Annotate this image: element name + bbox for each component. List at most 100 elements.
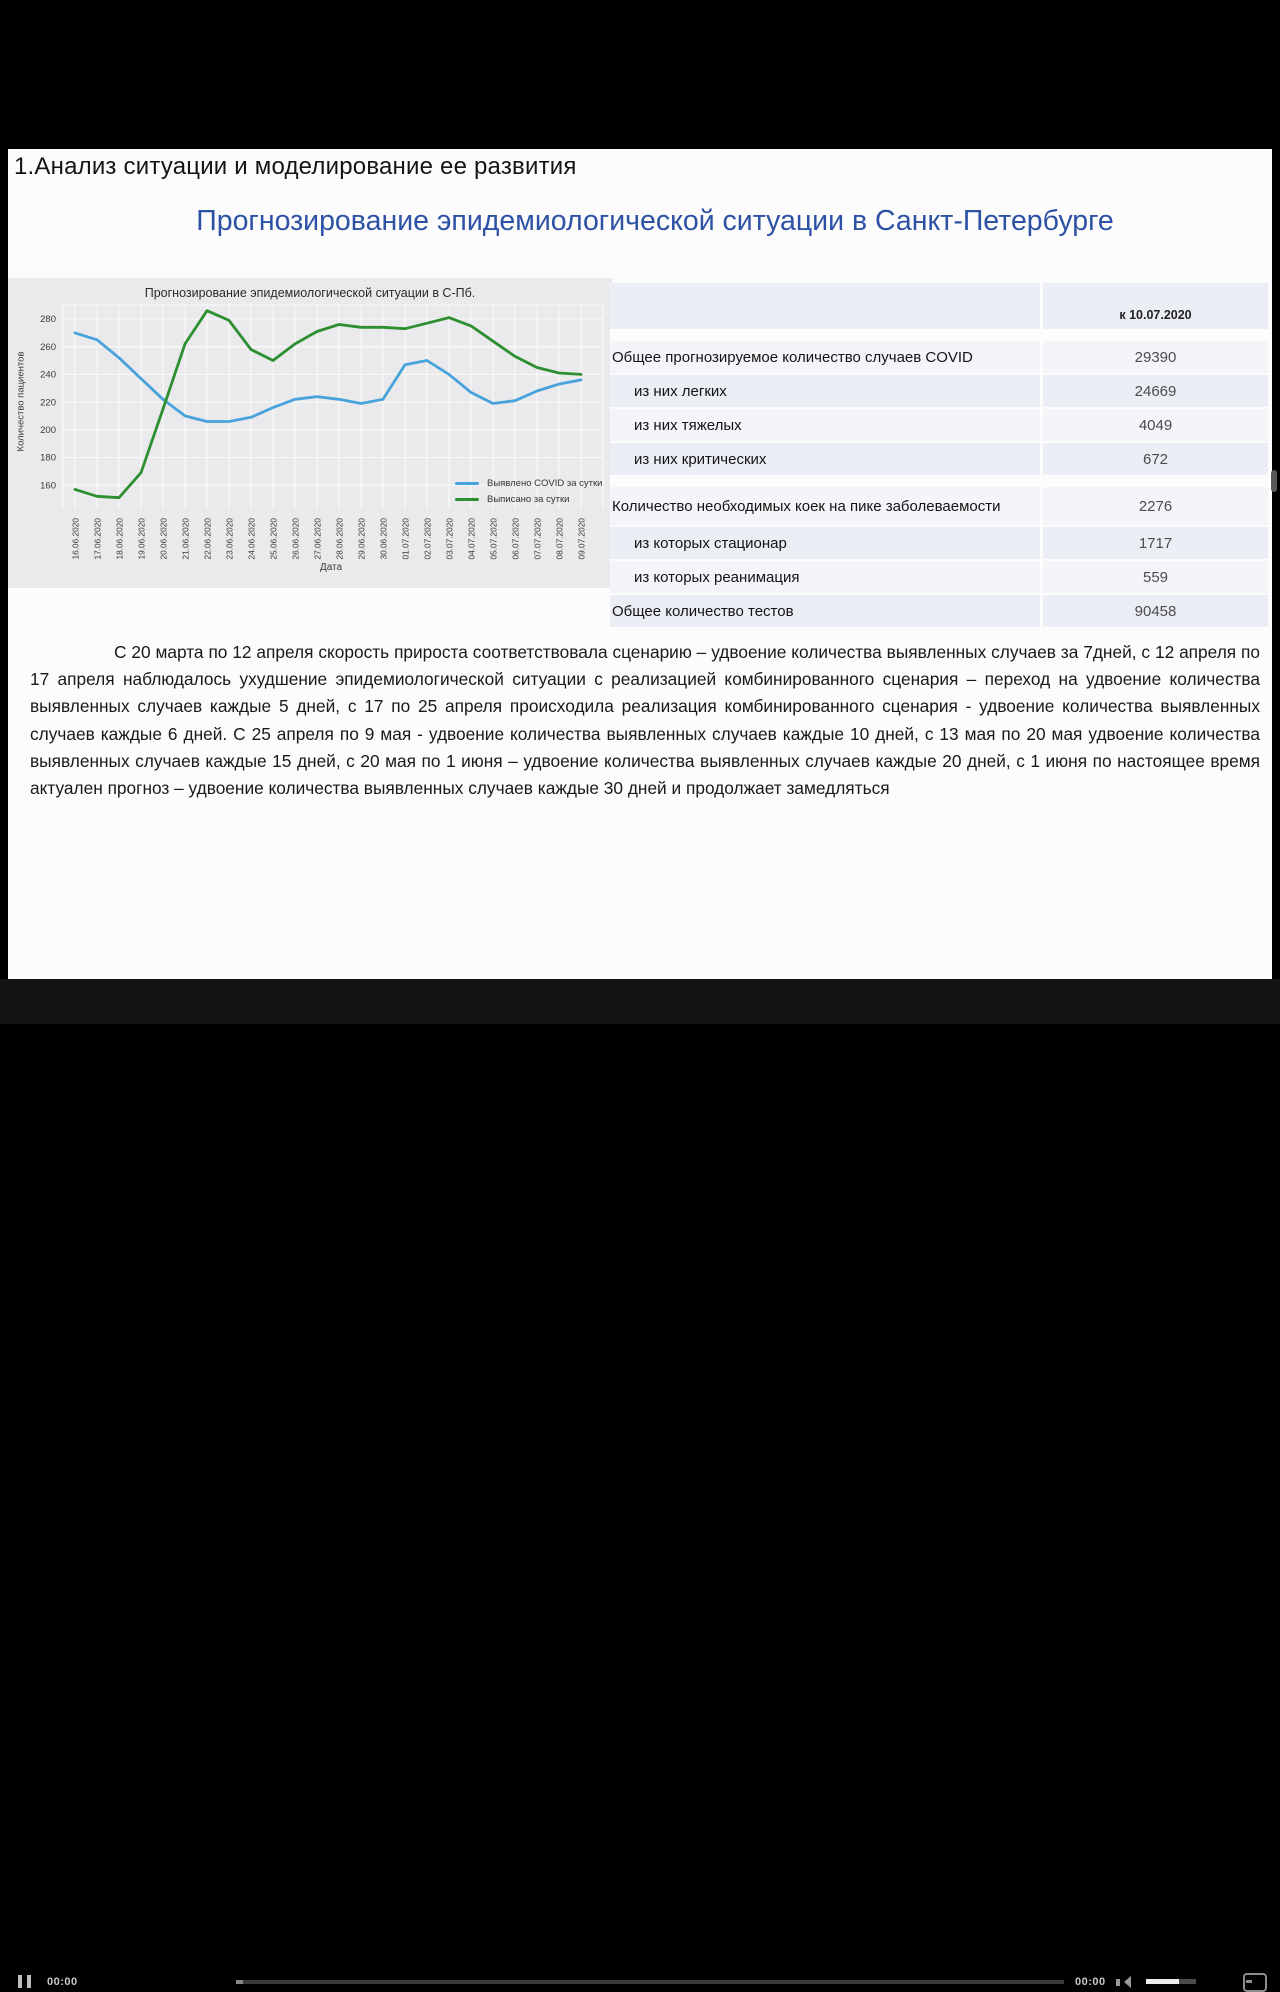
column-divider [1040, 341, 1043, 373]
chart-y-axis-label: Количество пациентов [15, 351, 27, 452]
row-label: из них тяжелых [634, 416, 742, 434]
y-tick-label: 240 [40, 370, 56, 381]
legend-label: Выписано за сутки [487, 494, 570, 505]
row-value: 24669 [1134, 382, 1177, 400]
table-row: Общее прогнозируемое количество случаев … [610, 341, 1268, 373]
row-label: Количество необходимых коек на пике забо… [612, 497, 1001, 515]
x-tick-label: 24.06.2020 [247, 518, 257, 560]
row-value: 672 [1142, 450, 1169, 468]
video-display-area[interactable]: 1.Анализ ситуации и моделирование ее раз… [8, 149, 1272, 979]
series-line [73, 309, 583, 500]
x-tick-label: 01.07.2020 [401, 518, 411, 560]
volume-level [1146, 1979, 1179, 1984]
volume-slider[interactable] [1146, 1979, 1196, 1984]
chart-x-axis-label: Дата [319, 562, 343, 573]
chart-plot-area: 16.06.2020 17.06.2020 18.06.2020 19.06.2020… [40, 304, 604, 560]
column-divider [1040, 595, 1043, 627]
legend-line-swatch [455, 481, 479, 486]
x-tick-label: 27.06.2020 [313, 518, 323, 560]
slide-heading: 1.Анализ ситуации и моделирование ее раз… [14, 153, 577, 180]
table-row: из них критических 672 [610, 443, 1268, 475]
speaker-cone [1118, 1976, 1131, 1988]
row-label: из которых реанимация [634, 568, 800, 586]
speaker-icon[interactable] [1116, 1976, 1131, 1988]
x-tick-label: 05.07.2020 [489, 518, 499, 560]
x-tick-label: 04.07.2020 [467, 518, 477, 560]
remaining-time: 00:00 [1075, 1976, 1106, 1988]
epidemic-forecast-chart: 16.06.2020 17.06.2020 18.06.2020 19.06.2020… [8, 278, 612, 588]
y-tick-label: 220 [40, 397, 56, 408]
legend-item: Выписано за сутки [455, 494, 602, 505]
table-header-empty-cell [610, 283, 1040, 329]
row-label: из них критических [634, 450, 767, 468]
pip-inner-shape [1246, 1980, 1252, 1983]
table-row: Общее количество тестов 90458 [610, 595, 1268, 627]
seek-bar[interactable] [236, 1980, 1064, 1984]
x-tick-label: 02.07.2020 [423, 518, 433, 560]
x-tick-label: 19.06.2020 [137, 518, 147, 560]
slide-title: Прогнозирование эпидемиологической ситуа… [196, 205, 1114, 237]
row-value: 559 [1142, 568, 1169, 586]
column-divider [1040, 487, 1043, 525]
forecast-table: к 10.07.2020 Общее прогнозируемое количе… [610, 283, 1268, 627]
x-tick-label: 07.07.2020 [533, 518, 543, 560]
legend-label: Выявлено COVID за сутки [487, 478, 603, 489]
table-header-date: к 10.07.2020 [1119, 308, 1192, 322]
y-tick-label: 180 [40, 453, 56, 464]
table-row: Количество необходимых коек на пике забо… [610, 487, 1268, 525]
column-divider [1040, 375, 1043, 407]
pause-icon [27, 1975, 31, 1988]
legend-item: Выявлено COVID за сутки [455, 478, 602, 489]
x-tick-label: 26.06.2020 [291, 518, 301, 560]
x-tick-label: 03.07.2020 [445, 518, 455, 560]
x-tick-label: 29.06.2020 [357, 518, 367, 560]
chart-title: Прогнозирование эпидемиологической ситуа… [144, 286, 476, 300]
picture-in-picture-icon[interactable] [1243, 1973, 1267, 1992]
series-line [73, 331, 583, 423]
table-row: из них легких 24669 [610, 375, 1268, 407]
x-tick-label: 28.06.2020 [335, 518, 345, 560]
x-tick-label: 08.07.2020 [555, 518, 565, 560]
x-tick-label: 09.07.2020 [577, 518, 587, 560]
pause-icon [18, 1975, 22, 1988]
column-divider [1040, 443, 1043, 475]
x-tick-label: 22.06.2020 [203, 518, 213, 560]
x-tick-label: 06.07.2020 [511, 518, 521, 560]
column-divider [1040, 561, 1043, 593]
table-row: из которых стационар 1717 [610, 527, 1268, 559]
chart-legend: Выявлено COVID за сутки Выписано за сутки [455, 478, 602, 510]
legend-line-swatch [455, 497, 479, 502]
y-tick-label: 160 [40, 480, 56, 491]
column-divider [1040, 527, 1043, 559]
x-tick-label: 25.06.2020 [269, 518, 279, 560]
column-divider [1040, 409, 1043, 441]
scrollbar-thumb[interactable] [1271, 470, 1277, 492]
y-tick-label: 260 [40, 342, 56, 353]
x-tick-label: 23.06.2020 [225, 518, 235, 560]
table-header-row: к 10.07.2020 [610, 283, 1268, 329]
row-value: 29390 [1134, 348, 1177, 366]
x-tick-label: 30.06.2020 [379, 518, 389, 560]
x-tick-label: 20.06.2020 [159, 518, 169, 560]
y-tick-label: 200 [40, 425, 56, 436]
row-value: 1717 [1138, 534, 1173, 552]
row-label: из которых стационар [634, 534, 787, 552]
pause-button[interactable] [18, 1975, 31, 1988]
row-value: 4049 [1138, 416, 1173, 434]
y-tick-label: 280 [40, 314, 56, 325]
x-tick-label: 17.06.2020 [93, 518, 103, 560]
x-tick-label: 18.06.2020 [115, 518, 125, 560]
row-value: 90458 [1134, 602, 1177, 620]
video-player-bar: 00:00 00:00 [0, 979, 1280, 1992]
row-value: 2276 [1138, 497, 1173, 515]
analysis-paragraph: С 20 марта по 12 апреля скорость прирост… [30, 642, 1260, 799]
row-label: Общее прогнозируемое количество случаев … [612, 348, 973, 366]
table-row: из них тяжелых 4049 [610, 409, 1268, 441]
table-row: из которых реанимация 559 [610, 561, 1268, 593]
x-tick-label: 21.06.2020 [181, 518, 191, 560]
column-divider [1040, 283, 1043, 329]
x-tick-label: 16.06.2020 [71, 518, 81, 560]
row-label: Общее количество тестов [612, 602, 794, 620]
elapsed-time: 00:00 [47, 1976, 78, 1988]
row-label: из них легких [634, 382, 727, 400]
